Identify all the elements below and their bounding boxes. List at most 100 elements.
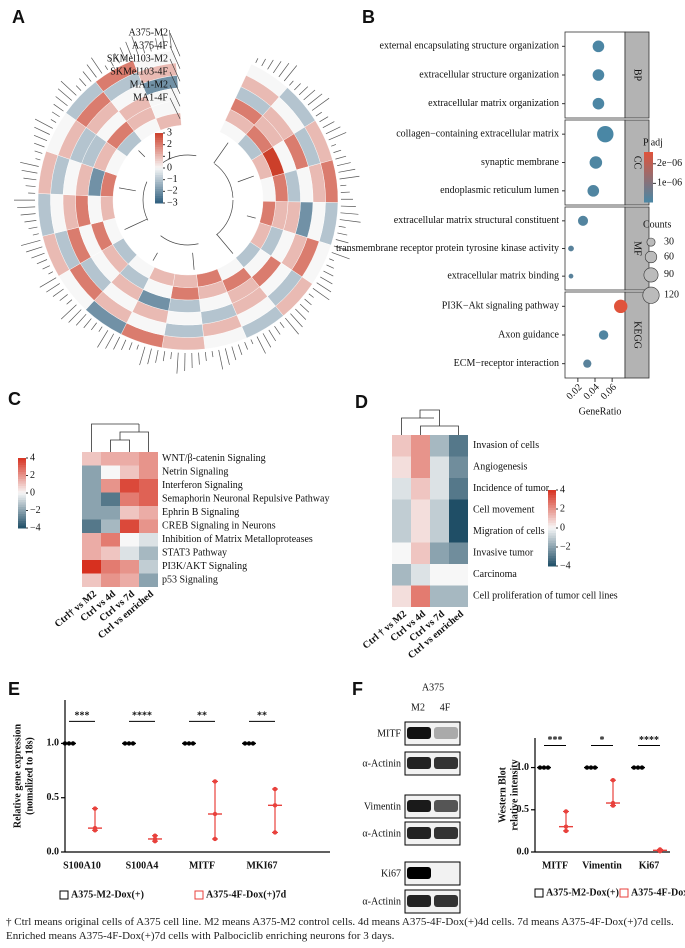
legend-label: A375-M2-Dox(+)	[546, 887, 619, 898]
row-dendrogram	[216, 234, 234, 254]
gene-label-blur	[60, 304, 77, 320]
gene-label-blur	[52, 288, 64, 297]
colorbar	[644, 174, 653, 177]
data-point	[563, 809, 569, 814]
significance-label: ***	[548, 735, 563, 746]
dendrogram	[91, 409, 459, 452]
size-legend-label: 60	[664, 251, 674, 262]
gene-label-blur	[46, 283, 60, 293]
colorbar	[548, 512, 556, 516]
row-dendrogram	[124, 218, 148, 230]
colorbar	[18, 469, 26, 473]
colorbar	[644, 200, 653, 203]
row-label: SKMel103-4F	[110, 66, 168, 77]
data-point	[70, 741, 76, 746]
gene-label-blur	[34, 126, 50, 135]
panel-letter: F	[352, 679, 363, 699]
gene-label-blur	[75, 313, 87, 326]
heatmap-cell	[411, 564, 430, 586]
colorbar	[18, 458, 26, 461]
colorbar-tick-label: −1	[167, 174, 178, 185]
colorbar	[155, 135, 163, 139]
dot	[597, 125, 614, 143]
gene-label-blur	[25, 185, 36, 187]
gene-label-blur	[83, 318, 92, 329]
colorbar	[18, 495, 26, 499]
colorbar	[155, 163, 163, 167]
colorbar	[548, 495, 556, 499]
row-label: Angiogenesis	[473, 462, 528, 473]
colorbar	[155, 196, 163, 199]
heatmap-cell	[101, 479, 120, 493]
heatmap-cell	[139, 465, 158, 479]
row-label: Migration of cells	[473, 526, 545, 537]
heatmap-cell	[82, 573, 101, 587]
blot-band	[434, 895, 458, 907]
x-tick-label: MITF	[542, 860, 568, 871]
y-axis-label: Relative gene expression	[12, 723, 23, 828]
gene-label-blur	[198, 352, 200, 365]
gene-label-blur	[35, 158, 41, 161]
colorbar	[155, 156, 163, 160]
heatmap-cell	[449, 585, 468, 607]
band-label: α-Actinin	[362, 758, 401, 769]
colorbar	[18, 514, 26, 517]
heatmap-cell	[392, 499, 411, 521]
colorbar-tick-label: −3	[167, 197, 178, 208]
colorbar	[548, 490, 556, 494]
colorbar	[155, 147, 163, 150]
gene-label-blur	[119, 47, 126, 61]
x-tick-label: S100A10	[63, 860, 101, 871]
row-dendrogram	[237, 175, 254, 183]
band-label: α-Actinin	[362, 896, 401, 907]
gene-label-blur	[20, 161, 39, 167]
heatmap-cell	[411, 456, 430, 478]
colorbar-tick-label: 0	[30, 487, 35, 498]
row-label-leader	[169, 32, 181, 57]
gene-label-blur	[91, 57, 103, 74]
colorbar	[548, 533, 556, 537]
column-dendrogram	[91, 423, 149, 452]
heatmap-cell	[82, 560, 101, 574]
gene-label-blur	[204, 351, 207, 361]
colorbar	[155, 137, 163, 141]
row-dendrogram	[138, 150, 146, 158]
colorbar	[18, 472, 26, 475]
dot	[577, 215, 589, 226]
colorbar	[18, 502, 26, 506]
blot-band	[407, 895, 431, 907]
colorbar	[548, 502, 556, 506]
colorbar	[155, 200, 163, 204]
panel-letter: D	[355, 392, 368, 412]
gene-label-blur	[237, 344, 243, 356]
term-label: synaptic membrane	[481, 157, 560, 168]
gene-label-blur	[79, 78, 87, 87]
x-tick-label: Vimentin	[582, 860, 622, 871]
data-point	[130, 741, 136, 746]
colorbar	[644, 172, 653, 175]
panel-letter: C	[8, 389, 21, 409]
heatmap-cell	[82, 452, 101, 466]
gene-label-blur	[339, 175, 360, 180]
gene-label-blur	[42, 265, 50, 270]
dot	[587, 185, 600, 197]
colorbar	[644, 160, 653, 163]
row-label: MA1-4F	[133, 92, 168, 103]
row-label: Carcinoma	[473, 569, 517, 580]
data-point	[610, 803, 616, 808]
significance-label: **	[197, 711, 207, 722]
gene-label-blur	[36, 259, 48, 265]
row-label-leader	[169, 71, 181, 94]
gene-label-blur	[161, 33, 165, 49]
gene-label-blur	[128, 342, 133, 351]
gene-label-blur	[337, 232, 348, 236]
legend-title: P adj	[643, 137, 663, 148]
heatmap-cell	[82, 492, 101, 506]
legend-label: A375-4F-Dox(+)7d	[631, 887, 685, 898]
heatmap-cell	[139, 546, 158, 560]
gene-label-blur	[298, 86, 309, 96]
gene-label-blur	[261, 58, 266, 67]
heatmap-cell	[430, 521, 449, 543]
data-point	[122, 741, 128, 746]
colorbar	[548, 535, 556, 539]
